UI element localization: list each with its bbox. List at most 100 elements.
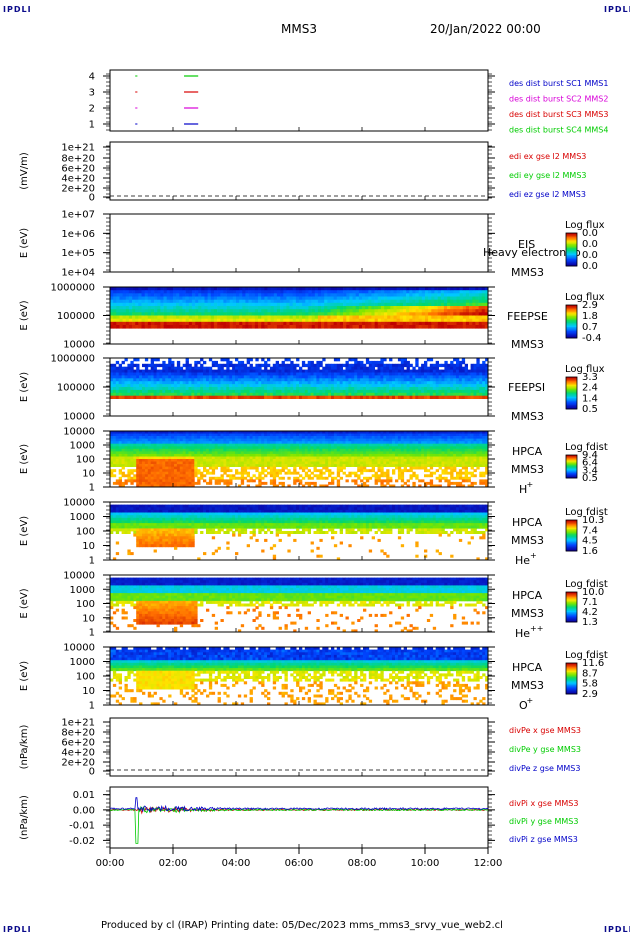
- y-tick-label: 3: [89, 88, 95, 99]
- colorbar-title: Log fdist: [565, 442, 608, 453]
- colorbar-tick-label: 0.7: [582, 322, 598, 333]
- y-tick-label: 10000: [63, 571, 95, 582]
- instrument-label: HPCA: [512, 445, 543, 458]
- y-tick-label: 10000: [63, 498, 95, 509]
- hpca-spectrogram: [110, 504, 489, 561]
- y-tick-label: 100: [76, 672, 95, 683]
- colorbar-tick-label: 0.5: [582, 473, 598, 484]
- colorbar-tick-label: 10.3: [582, 515, 604, 526]
- x-tick-label: 00:00: [96, 858, 125, 869]
- y-tick-label: 0.01: [73, 790, 95, 801]
- legend-entry: divPi x gse MMS3: [509, 799, 578, 808]
- y-tick-label: 100000: [57, 383, 95, 394]
- y-tick-label: 1e+07: [61, 210, 95, 221]
- y-axis-label: E (eV): [19, 661, 30, 691]
- legend-entry: divPi y gse MMS3: [509, 817, 578, 826]
- panel-frame: [109, 213, 489, 273]
- y-tick-label: 1000: [70, 441, 95, 452]
- y-tick-label: 8e+20: [61, 728, 95, 739]
- colorbar-title: Log fdist: [565, 507, 608, 518]
- colorbar-tick-label: 1.6: [582, 546, 598, 557]
- y-tick-label: 10: [82, 686, 95, 697]
- panel-frame: [109, 141, 489, 201]
- species-charge-label: +: [530, 551, 537, 560]
- hpca-spectrogram: [110, 647, 489, 706]
- colorbar: [565, 376, 578, 410]
- spacecraft-title: MMS3: [281, 22, 317, 36]
- legend-entry: edi ey gse l2 MMS3: [509, 171, 587, 180]
- feepse-spectrogram: [110, 287, 489, 329]
- y-tick-label: 1e+05: [61, 248, 95, 259]
- panel-frame: [109, 717, 489, 777]
- spacecraft-label: MMS3: [511, 338, 544, 351]
- legend-entry: edi ez gse l2 MMS3: [509, 190, 586, 199]
- legend-entry: divPe x gse MMS3: [509, 726, 581, 735]
- colorbar-tick-label: 5.8: [582, 679, 598, 690]
- x-tick-label: 10:00: [411, 858, 440, 869]
- y-axis-label: (nPa/km): [19, 725, 30, 770]
- spacecraft-label: MMS3: [511, 607, 544, 620]
- colorbar-title: Log fdist: [565, 650, 608, 661]
- colorbar-tick-label: 0.5: [582, 404, 598, 415]
- x-tick-label: 02:00: [159, 858, 188, 869]
- colorbar-tick-label: 2.9: [582, 689, 598, 700]
- colorbar-tick-label: 7.4: [582, 525, 598, 536]
- species-label: O: [519, 699, 528, 712]
- y-tick-label: 0: [89, 193, 95, 204]
- corner-label-top-right: IPDLI: [604, 5, 630, 14]
- spacecraft-label: MMS3: [511, 410, 544, 423]
- corner-label-top-left: IPDLI: [3, 5, 32, 14]
- y-axis-label: E (eV): [19, 228, 30, 258]
- legend-entry: des dist burst SC1 MMS1: [509, 79, 608, 88]
- y-tick-label: 4: [89, 72, 95, 83]
- colorbar-title: Log fdist: [565, 579, 608, 590]
- species-label: H: [519, 483, 527, 496]
- species-charge-label: ++: [530, 624, 543, 633]
- y-tick-label: 1000: [70, 657, 95, 668]
- colorbar-tick-label: 2.4: [582, 383, 598, 394]
- colorbar: [565, 232, 578, 267]
- y-tick-label: -0.02: [69, 836, 95, 847]
- colorbar-tick-label: 11.6: [582, 658, 604, 669]
- y-axis-label: E (eV): [19, 444, 30, 474]
- datetime-title: 20/Jan/2022 00:00: [430, 22, 541, 36]
- y-tick-label: 100: [76, 599, 95, 610]
- y-tick-label: 1: [89, 483, 95, 494]
- x-tick-label: 08:00: [348, 858, 377, 869]
- y-tick-label: 2: [89, 104, 95, 115]
- colorbar-title: Log flux: [565, 364, 605, 375]
- y-tick-label: 1e+21: [61, 143, 95, 154]
- y-tick-label: 1: [89, 701, 95, 712]
- y-tick-label: 10000: [63, 427, 95, 438]
- legend-entry: edi ex gse l2 MMS3: [509, 152, 586, 161]
- y-tick-label: 0: [89, 767, 95, 778]
- colorbar-tick-label: 0.0: [582, 239, 598, 250]
- instrument-label: EIS: [518, 238, 535, 251]
- spacecraft-label: MMS3: [511, 679, 544, 692]
- y-tick-label: 10: [82, 613, 95, 624]
- colorbar-tick-label: 3.3: [582, 372, 598, 383]
- y-tick-label: 4e+20: [61, 748, 95, 759]
- colorbar: [565, 519, 578, 552]
- instrument-label: HPCA: [512, 661, 543, 674]
- y-tick-label: 6e+20: [61, 164, 95, 175]
- instrument-label: FEEPSI: [508, 381, 545, 394]
- panel-frame: [109, 786, 489, 849]
- y-tick-label: 0.00: [73, 805, 95, 816]
- instrument-label: HPCA: [512, 516, 543, 529]
- overlay-label: Heavy electron to: [483, 246, 581, 259]
- colorbar-tick-label: 0.0: [582, 261, 598, 272]
- colorbar-tick-label: 2.9: [582, 300, 598, 311]
- y-tick-label: 1000: [70, 585, 95, 596]
- y-tick-label: 1000000: [50, 354, 95, 365]
- instrument-label: HPCA: [512, 589, 543, 602]
- species-charge-label: +: [527, 480, 534, 489]
- colorbar-tick-label: 8.7: [582, 668, 598, 679]
- y-tick-label: 1000: [70, 512, 95, 523]
- legend-entry: divPe y gse MMS3: [509, 745, 581, 754]
- colorbar-title: Log flux: [565, 220, 605, 231]
- spacecraft-label: MMS3: [511, 463, 544, 476]
- legend-entry: divPi z gse MMS3: [509, 835, 578, 844]
- y-tick-label: -0.01: [69, 821, 95, 832]
- x-tick-label: 04:00: [222, 858, 251, 869]
